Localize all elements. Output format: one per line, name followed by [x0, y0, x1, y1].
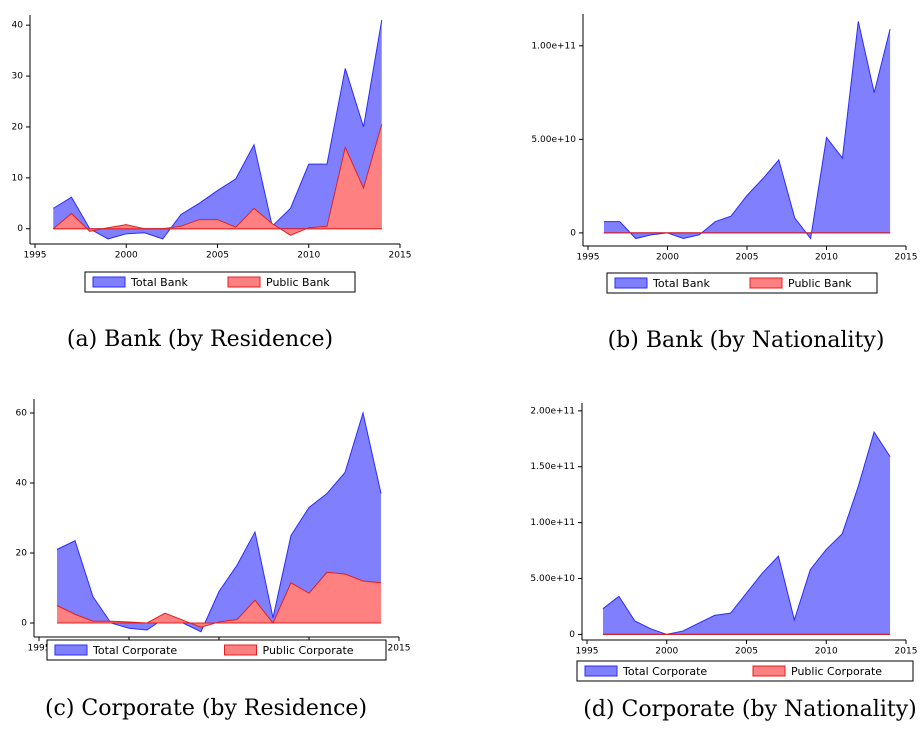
- x-tick-label: 2015: [895, 253, 918, 263]
- area-edge: [56, 571, 382, 628]
- x-tick-label: 2015: [388, 644, 411, 654]
- y-tick-label: 10: [12, 173, 24, 183]
- y-tick-label: 40: [12, 21, 24, 31]
- legend-box: [606, 272, 878, 294]
- legend-box: [576, 660, 914, 682]
- y-tick-label: 60: [16, 409, 28, 419]
- area: [602, 432, 891, 635]
- x-tick-label: 2005: [735, 647, 758, 657]
- legend-label: Total Bank: [652, 277, 710, 290]
- y-tick-label: 5.00e+10: [531, 135, 576, 145]
- x-tick-label: 2005: [206, 251, 229, 261]
- y-tick-label: 2.00e+11: [530, 406, 575, 416]
- legend-box: [46, 639, 387, 661]
- legend-label: Total Corporate: [92, 644, 177, 657]
- caption: (a) Bank (by Residence): [67, 327, 333, 352]
- x-tick-label: 2000: [115, 251, 138, 261]
- x-tick-label: 2010: [297, 251, 320, 261]
- x-tick-label: 2010: [815, 253, 838, 263]
- y-tick-label: 5.00e+10: [530, 574, 575, 584]
- caption: (d) Corporate (by Nationality): [583, 697, 916, 722]
- y-tick-label: 40: [16, 479, 28, 489]
- x-tick-label: 2010: [815, 647, 838, 657]
- area: [57, 413, 381, 632]
- legend-label: Total Corporate: [622, 665, 707, 678]
- legend-swatch: [224, 644, 257, 656]
- area-edge: [52, 124, 383, 236]
- y-tick-label: 1.00e+11: [531, 41, 576, 51]
- x-tick-label: 1995: [28, 644, 51, 654]
- y-tick-label: 20: [12, 122, 24, 132]
- x-tick-label: 2000: [656, 253, 679, 263]
- area-edge: [602, 430, 891, 635]
- legend-label: Total Bank: [130, 276, 188, 289]
- x-tick-label: 1995: [24, 251, 47, 261]
- y-tick-label: 0: [569, 630, 575, 640]
- y-tick-label: 30: [12, 72, 24, 82]
- legend-swatch: [614, 277, 648, 289]
- legend-swatch: [749, 277, 783, 289]
- x-tick-label: 2015: [389, 251, 412, 261]
- y-tick-label: 20: [16, 549, 28, 559]
- y-tick-label: 0: [570, 228, 576, 238]
- legend-swatch: [54, 644, 88, 656]
- x-tick-label: 2015: [895, 647, 918, 657]
- area: [603, 21, 891, 239]
- x-tick-label: 2000: [655, 647, 678, 657]
- x-tick-label: 2005: [736, 253, 759, 263]
- x-tick-label: 1995: [577, 253, 600, 263]
- legend-label: Public Bank: [266, 276, 330, 289]
- area-edge: [603, 21, 891, 240]
- area-edge: [52, 20, 383, 240]
- legend-label: Public Bank: [788, 277, 852, 290]
- area: [53, 124, 382, 236]
- legend-swatch: [92, 276, 126, 288]
- area: [57, 572, 381, 628]
- x-tick-label: 1995: [576, 647, 599, 657]
- y-tick-label: 0: [21, 619, 27, 629]
- legend-label: Public Corporate: [791, 665, 882, 678]
- legend-box: [84, 271, 356, 293]
- caption: (b) Bank (by Nationality): [608, 328, 885, 353]
- y-tick-label: 1.50e+11: [530, 462, 575, 472]
- y-tick-label: 1.00e+11: [530, 518, 575, 528]
- caption: (c) Corporate (by Residence): [45, 696, 367, 721]
- legend-label: Public Corporate: [263, 644, 354, 657]
- legend-swatch: [227, 276, 261, 288]
- legend-swatch: [584, 665, 618, 677]
- legend-swatch: [752, 665, 786, 677]
- y-tick-label: 0: [17, 224, 23, 234]
